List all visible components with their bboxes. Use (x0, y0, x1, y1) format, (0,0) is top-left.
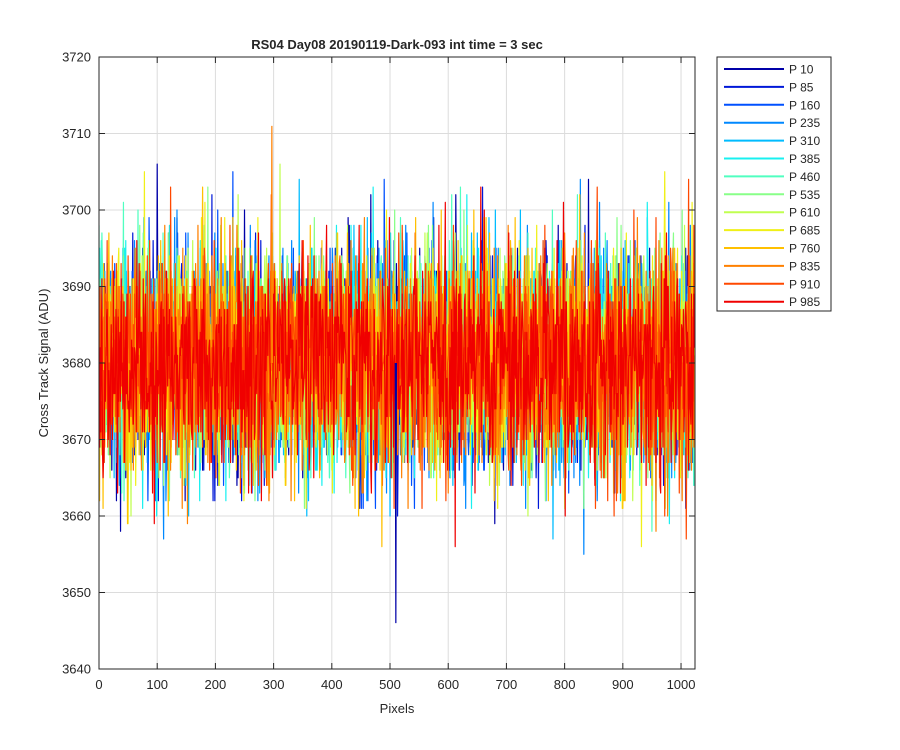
legend-label: P 910 (789, 277, 820, 291)
x-tick-label: 700 (496, 677, 518, 692)
x-axis-ticks: 0 100 200 300 400 500 600 700 800 900 1000 (95, 57, 695, 692)
y-axis-label: Cross Track Signal (ADU) (36, 289, 51, 438)
legend-box (716, 56, 832, 312)
y-tick-label: 3640 (62, 662, 91, 677)
x-tick-label: 500 (379, 677, 401, 692)
x-tick-label: 0 (95, 677, 102, 692)
legend-label: P 610 (789, 206, 820, 220)
x-tick-label: 900 (612, 677, 634, 692)
y-tick-label: 3680 (62, 356, 91, 371)
legend-label: P 85 (789, 80, 814, 94)
legend-label: P 235 (789, 116, 820, 130)
legend-label: P 385 (789, 152, 820, 166)
x-tick-label: 400 (321, 677, 343, 692)
x-tick-label: 200 (205, 677, 227, 692)
legend-label: P 310 (789, 134, 820, 148)
legend-label: P 985 (789, 295, 820, 309)
legend-label: P 685 (789, 224, 820, 238)
legend-label: P 835 (789, 259, 820, 273)
legend: P 10 P 85 P 160 P 235 P 310 P 385 P 460 P 535 P … (716, 56, 832, 312)
chart-title: RS04 Day08 20190119-Dark-093 int time = … (251, 37, 543, 52)
series-line-p985 (99, 186, 695, 548)
y-tick-label: 3690 (62, 279, 91, 294)
legend-label: P 10 (789, 63, 814, 77)
x-tick-label: 600 (437, 677, 459, 692)
x-tick-label: 100 (146, 677, 168, 692)
x-tick-label: 800 (554, 677, 576, 692)
y-tick-label: 3650 (62, 585, 91, 600)
x-axis-label: Pixels (380, 701, 415, 716)
y-tick-label: 3700 (62, 203, 91, 218)
legend-label: P 760 (789, 242, 820, 256)
series-spike (394, 362, 398, 624)
series-layer (99, 125, 695, 624)
y-tick-label: 3670 (62, 432, 91, 447)
x-tick-label: 1000 (667, 677, 696, 692)
legend-label: P 460 (789, 170, 820, 184)
y-tick-label: 3710 (62, 126, 91, 141)
y-tick-label: 3720 (62, 50, 91, 65)
y-axis-ticks: 3640 3650 3660 3670 3680 3690 3700 3710 3720 (62, 50, 695, 677)
x-tick-label: 300 (263, 677, 285, 692)
legend-label: P 160 (789, 98, 820, 112)
series-spike (270, 125, 274, 364)
y-tick-label: 3660 (62, 509, 91, 524)
legend-label: P 535 (789, 188, 820, 202)
